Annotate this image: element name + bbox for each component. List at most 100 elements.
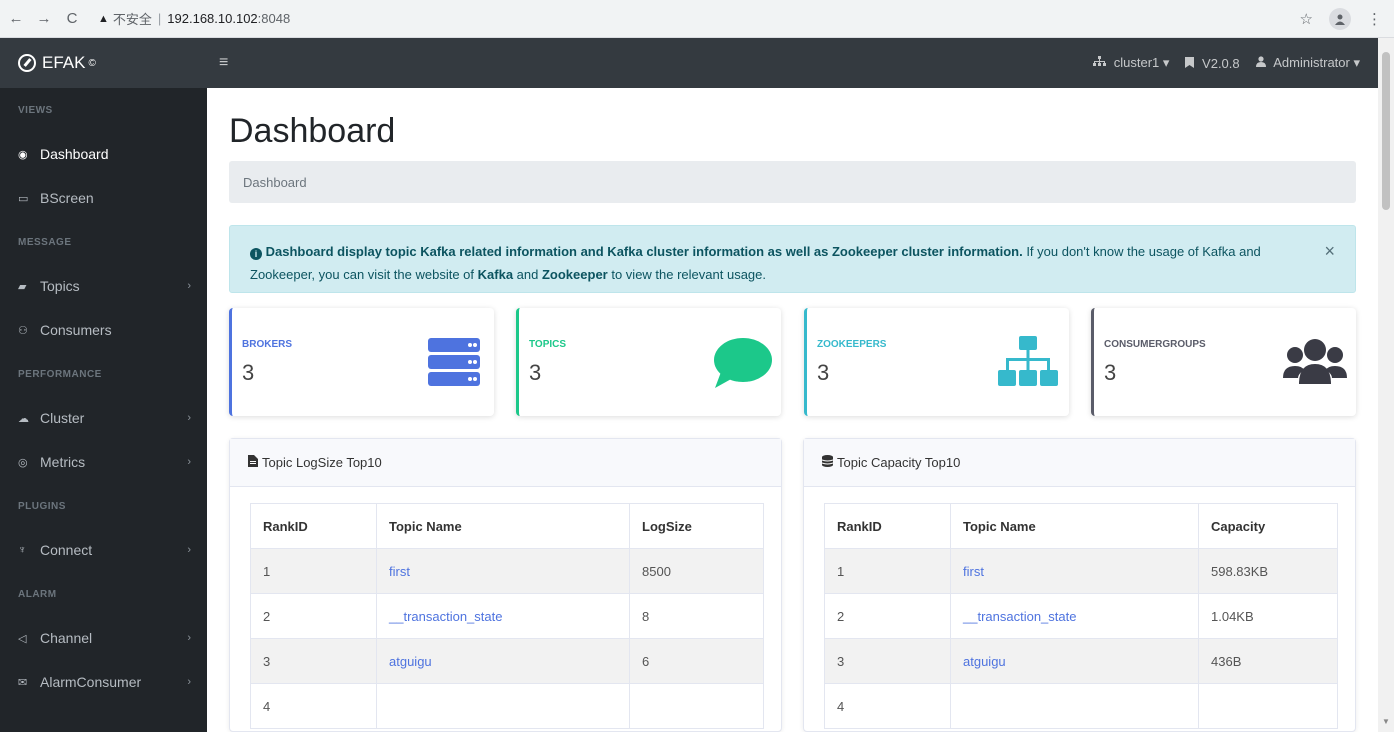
address-bar[interactable]: ▲ 不安全 | 192.168.10.102 :8048: [98, 9, 290, 28]
brand-logo[interactable]: EFAK ©: [0, 53, 207, 73]
column-header[interactable]: LogSize: [629, 503, 764, 549]
column-header[interactable]: RankID: [250, 503, 377, 549]
sidebar-item-cluster[interactable]: ☁ Cluster ›: [0, 396, 207, 440]
table-cell: 4: [824, 683, 951, 729]
sidebar-item-label: BScreen: [40, 190, 94, 206]
table-cell: 8: [629, 593, 764, 639]
table-cell: 8500: [629, 548, 764, 594]
breadcrumb: Dashboard: [229, 161, 1356, 203]
panel-header: Topic LogSize Top10: [230, 439, 781, 487]
panel-header: Topic Capacity Top10: [804, 439, 1355, 487]
scroll-thumb[interactable]: [1382, 52, 1390, 210]
sidebar-item-metrics[interactable]: ◎ Metrics ›: [0, 440, 207, 484]
users-icon: [1283, 339, 1347, 384]
table-row: 1 first 598.83KB: [824, 548, 1338, 594]
sidebar-item-connect[interactable]: ♆ Connect ›: [0, 528, 207, 572]
table-cell: [950, 683, 1199, 729]
file-icon: [248, 455, 258, 470]
kafka-link[interactable]: Kafka: [477, 267, 514, 282]
envelope-icon: ✉: [18, 676, 28, 689]
bookmark-icon: [1185, 56, 1198, 71]
table-cell: 4: [250, 683, 377, 729]
brokers-card[interactable]: BROKERS 3: [229, 308, 494, 416]
topic-link[interactable]: first: [963, 563, 984, 579]
table-cell: [629, 683, 764, 729]
topic-link[interactable]: first: [389, 563, 410, 579]
topic-capacity-panel: Topic Capacity Top10 RankID Topic Name C…: [803, 438, 1356, 732]
sitemap-icon: [998, 336, 1058, 386]
topic-link[interactable]: __transaction_state: [389, 608, 503, 624]
reload-button[interactable]: C: [66, 10, 78, 27]
user-label: Administrator: [1273, 55, 1350, 70]
table-cell: 1.04KB: [1198, 593, 1338, 639]
bookmark-star-icon[interactable]: ☆: [1299, 10, 1313, 28]
column-header[interactable]: Capacity: [1198, 503, 1338, 549]
table-cell: [1198, 683, 1338, 729]
logsize-table: RankID Topic Name LogSize 1 first 8500 2 __t…: [250, 503, 764, 729]
zookeepers-card[interactable]: ZOOKEEPERS 3: [804, 308, 1069, 416]
card-label: TOPICS: [529, 339, 567, 350]
warning-icon: ▲: [98, 12, 109, 25]
browser-menu-icon[interactable]: ⋮: [1367, 10, 1382, 28]
sidebar-toggle-icon[interactable]: ≡: [219, 54, 229, 71]
sidebar-item-label: Cluster: [40, 410, 85, 426]
topic-link[interactable]: atguigu: [389, 653, 432, 669]
version-badge[interactable]: V2.0.8: [1185, 55, 1240, 71]
sidebar-item-channel[interactable]: ◁ Channel ›: [0, 616, 207, 660]
chevron-right-icon: ›: [187, 544, 191, 556]
column-header[interactable]: RankID: [824, 503, 951, 549]
consumergroups-card[interactable]: CONSUMERGROUPS 3: [1091, 308, 1356, 416]
topic-link[interactable]: __transaction_state: [963, 608, 1077, 624]
scroll-down-arrow-icon[interactable]: ▼: [1382, 717, 1390, 726]
table-cell: 6: [629, 638, 764, 684]
card-value: 3: [529, 360, 542, 385]
column-header[interactable]: Topic Name: [950, 503, 1199, 549]
user-dropdown[interactable]: Administrator ▾: [1255, 55, 1360, 71]
sidebar-item-alarmconsumer[interactable]: ✉ AlarmConsumer ›: [0, 660, 207, 704]
back-button[interactable]: ←: [8, 10, 24, 27]
sidebar-item-label: Connect: [40, 542, 93, 558]
sidebar-item-dashboard[interactable]: ◉ Dashboard: [0, 132, 207, 176]
profile-avatar-icon[interactable]: [1329, 7, 1351, 30]
table-cell: 2: [824, 593, 951, 639]
bullhorn-icon: ◁: [18, 632, 27, 645]
zookeeper-link[interactable]: Zookeeper: [541, 267, 608, 282]
close-icon[interactable]: ×: [1324, 241, 1335, 261]
sidebar-item-bscreen[interactable]: ▭ BScreen: [0, 176, 207, 220]
version-label: V2.0.8: [1202, 55, 1240, 71]
forward-button[interactable]: →: [36, 10, 52, 27]
address-host: 192.168.10.102: [167, 11, 258, 26]
topics-card[interactable]: TOPICS 3: [516, 308, 781, 416]
table-cell: atguigu: [950, 638, 1199, 684]
sidebar-heading: PLUGINS: [18, 500, 66, 512]
address-port: :8048: [257, 11, 291, 26]
table-cell: 3: [250, 638, 377, 684]
insecure-label: 不安全: [112, 12, 152, 27]
table-cell: __transaction_state: [950, 593, 1199, 639]
topic-link[interactable]: atguigu: [963, 653, 1006, 669]
brand-name: EFAK: [42, 53, 86, 72]
table-row: 4: [824, 683, 1338, 729]
user-icon: [1255, 55, 1270, 70]
cluster-dropdown[interactable]: cluster1 ▾: [1093, 55, 1169, 71]
brand-mark: ©: [88, 57, 96, 69]
page-scrollbar[interactable]: ▼: [1378, 38, 1394, 732]
table-row: 3 atguigu 6: [250, 638, 764, 684]
tachometer-icon: ◉: [18, 148, 28, 161]
sidebar-item-label: AlarmConsumer: [40, 674, 142, 690]
sidebar-heading: PERFORMANCE: [18, 368, 102, 380]
table-row: 4: [250, 683, 764, 729]
alert-bold-text: Dashboard display topic Kafka related in…: [265, 244, 1023, 259]
column-header[interactable]: Topic Name: [376, 503, 630, 549]
card-label: BROKERS: [242, 339, 293, 350]
sidebar-heading: ALARM: [18, 588, 57, 600]
sidebar-item-topics[interactable]: ▰ Topics ›: [0, 264, 207, 308]
table-cell: 598.83KB: [1198, 548, 1338, 594]
sidebar-item-label: Consumers: [40, 322, 112, 338]
sidebar-item-consumers[interactable]: ⚇ Consumers: [0, 308, 207, 352]
chevron-right-icon: ›: [187, 632, 191, 644]
card-value: 3: [817, 360, 830, 385]
capacity-table: RankID Topic Name Capacity 1 first 598.83K…: [824, 503, 1338, 729]
breadcrumb-item[interactable]: Dashboard: [243, 174, 307, 190]
stat-cards: BROKERS 3 TOPICS 3 ZOOKEEPERS 3: [229, 308, 1356, 416]
